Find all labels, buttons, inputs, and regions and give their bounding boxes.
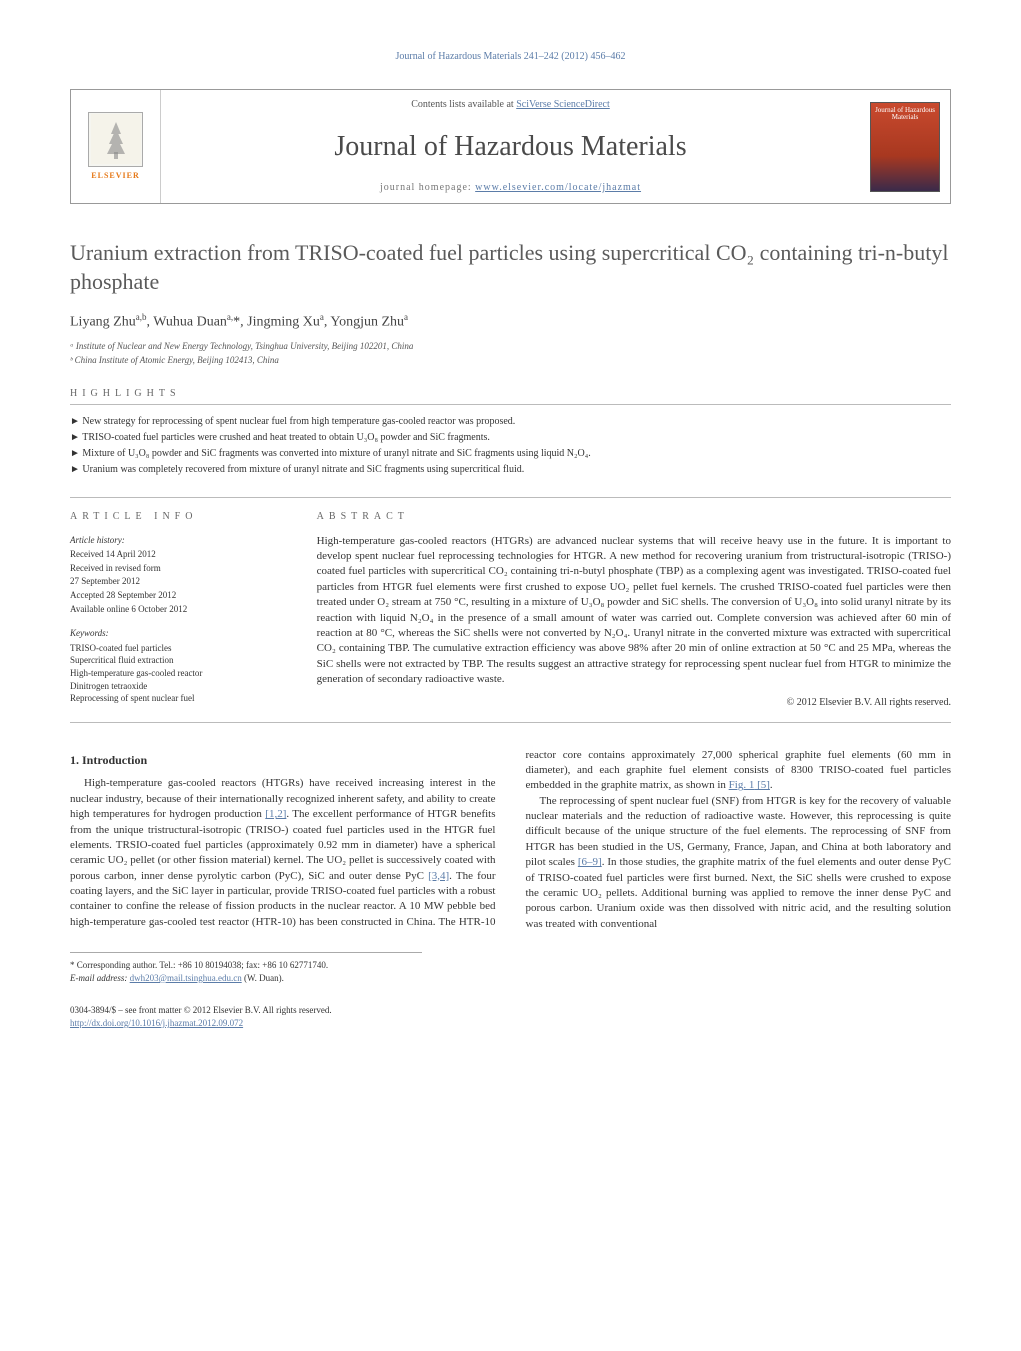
history-line: Accepted 28 September 2012 (70, 589, 292, 602)
keyword-item: Reprocessing of spent nuclear fuel (70, 692, 292, 705)
keywords-label: Keywords: (70, 627, 292, 640)
contents-available-line: Contents lists available at SciVerse Sci… (411, 98, 610, 112)
abstract-copyright: © 2012 Elsevier B.V. All rights reserved… (317, 696, 951, 710)
history-line: Received in revised form (70, 562, 292, 575)
highlight-item: Uranium was completely recovered from mi… (70, 463, 951, 477)
fig-1-link[interactable]: Fig. 1 (729, 779, 755, 791)
history-label: Article history: (70, 534, 292, 547)
footnote-email-label: E-mail address: (70, 973, 130, 983)
contents-prefix: Contents lists available at (411, 99, 516, 110)
article-info-heading: ARTICLE INFO (70, 510, 292, 524)
history-line: 27 September 2012 (70, 575, 292, 588)
article-meta-row: ARTICLE INFO Article history: Received 1… (70, 497, 951, 723)
journal-cover-icon: Journal of Hazardous Materials (870, 102, 940, 192)
intro-paragraph-2: The reprocessing of spent nuclear fuel (… (526, 794, 952, 933)
corresponding-email-link[interactable]: dwh203@mail.tsinghua.edu.cn (130, 973, 242, 983)
keywords-list: TRISO-coated fuel particlesSupercritical… (70, 642, 292, 705)
affiliations: ᵃ Institute of Nuclear and New Energy Te… (70, 340, 951, 366)
journal-homepage-link[interactable]: www.elsevier.com/locate/jhazmat (475, 182, 641, 193)
highlights-label: HIGHLIGHTS (70, 387, 951, 405)
keyword-item: Dinitrogen tetraoxide (70, 680, 292, 693)
keyword-item: Supercritical fluid extraction (70, 654, 292, 667)
history-line: Available online 6 October 2012 (70, 603, 292, 616)
highlights-section: HIGHLIGHTS New strategy for reprocessing… (70, 387, 951, 477)
doi-link[interactable]: http://dx.doi.org/10.1016/j.jhazmat.2012… (70, 1018, 243, 1028)
publisher-logo-block: ELSEVIER (71, 90, 161, 203)
footnote-text: Corresponding author. Tel.: +86 10 80194… (75, 960, 329, 970)
abstract-heading: ABSTRACT (317, 510, 951, 524)
keyword-item: TRISO-coated fuel particles (70, 642, 292, 655)
affiliation-line: ᵃ Institute of Nuclear and New Energy Te… (70, 340, 951, 353)
footnote-separator (70, 952, 422, 953)
elsevier-tree-icon (88, 112, 143, 167)
article-info-column: ARTICLE INFO Article history: Received 1… (70, 510, 317, 710)
journal-homepage-line: journal homepage: www.elsevier.com/locat… (380, 181, 641, 195)
article-history: Received 14 April 2012Received in revise… (70, 548, 292, 615)
abstract-column: ABSTRACT High-temperature gas-cooled rea… (317, 510, 951, 710)
corresponding-author-footnote: * Corresponding author. Tel.: +86 10 801… (70, 959, 951, 984)
article-title: Uranium extraction from TRISO-coated fue… (70, 239, 951, 296)
copyright-line: 0304-3894/$ – see front matter © 2012 El… (70, 1004, 332, 1029)
sciencedirect-link[interactable]: SciVerse ScienceDirect (516, 99, 610, 110)
highlights-list: New strategy for reprocessing of spent n… (70, 415, 951, 477)
masthead-center: Contents lists available at SciVerse Sci… (161, 90, 860, 203)
journal-cover-thumb: Journal of Hazardous Materials (860, 90, 950, 203)
front-matter-line: 0304-3894/$ – see front matter © 2012 El… (70, 1004, 332, 1017)
highlight-item: Mixture of U₃O₈ powder and SiC fragments… (70, 447, 951, 461)
ref-link-5[interactable]: [5] (754, 779, 770, 791)
section-1-heading: 1. Introduction (70, 752, 496, 769)
cover-journal-label: Journal of Hazardous Materials (873, 107, 937, 122)
history-line: Received 14 April 2012 (70, 548, 292, 561)
section-number: 1. (70, 753, 79, 767)
running-header: Journal of Hazardous Materials 241–242 (… (70, 50, 951, 64)
homepage-prefix: journal homepage: (380, 182, 475, 193)
abstract-text: High-temperature gas-cooled reactors (HT… (317, 534, 951, 688)
keyword-item: High-temperature gas-cooled reactor (70, 667, 292, 680)
bottom-metadata: 0304-3894/$ – see front matter © 2012 El… (70, 1004, 951, 1029)
highlight-item: New strategy for reprocessing of spent n… (70, 415, 951, 429)
footnote-email-suffix: (W. Duan). (242, 973, 284, 983)
journal-name: Journal of Hazardous Materials (334, 127, 686, 166)
body-text: . (770, 779, 773, 791)
section-title: Introduction (82, 753, 147, 767)
body-two-column: 1. Introduction High-temperature gas-coo… (70, 748, 951, 933)
publisher-name: ELSEVIER (91, 170, 139, 181)
authors-line: Liyang Zhua,b, Wuhua Duana,*, Jingming X… (70, 311, 951, 332)
keywords-block: Keywords: TRISO-coated fuel particlesSup… (70, 627, 292, 705)
highlight-item: TRISO-coated fuel particles were crushed… (70, 431, 951, 445)
affiliation-line: ᵇ China Institute of Atomic Energy, Beij… (70, 354, 951, 367)
ref-link-3-4[interactable]: [3,4] (428, 870, 449, 882)
journal-masthead: ELSEVIER Contents lists available at Sci… (70, 89, 951, 204)
ref-link-6-9[interactable]: [6–9] (578, 856, 602, 868)
ref-link-1-2[interactable]: [1,2] (265, 808, 286, 820)
